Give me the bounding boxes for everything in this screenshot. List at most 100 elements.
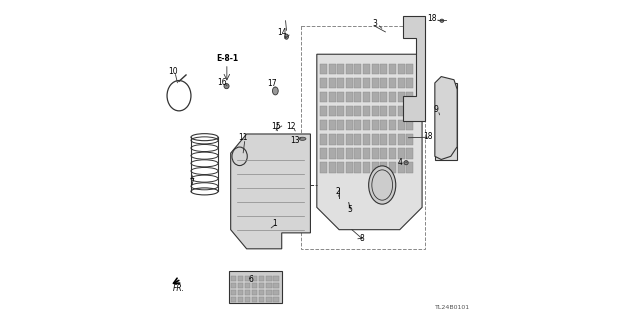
Text: 14: 14 xyxy=(278,28,287,37)
Ellipse shape xyxy=(440,19,444,22)
Bar xyxy=(372,134,379,145)
Ellipse shape xyxy=(404,161,408,165)
Bar xyxy=(380,134,387,145)
Bar xyxy=(406,148,413,159)
Bar xyxy=(230,276,236,281)
Text: 12: 12 xyxy=(286,122,296,130)
Bar xyxy=(237,290,243,295)
Bar xyxy=(237,276,243,281)
Text: FR.: FR. xyxy=(173,284,185,293)
Bar xyxy=(244,283,250,288)
Bar xyxy=(337,106,344,116)
Bar xyxy=(266,276,271,281)
Bar xyxy=(397,134,404,145)
Bar xyxy=(355,120,362,130)
Bar xyxy=(244,290,250,295)
Bar xyxy=(237,297,243,302)
Bar xyxy=(372,92,379,102)
Bar xyxy=(320,78,327,88)
Bar xyxy=(389,106,396,116)
Ellipse shape xyxy=(273,87,278,95)
Bar xyxy=(363,64,370,74)
Bar xyxy=(380,78,387,88)
Text: 11: 11 xyxy=(238,133,248,142)
Bar xyxy=(273,283,278,288)
Bar xyxy=(406,162,413,173)
Ellipse shape xyxy=(285,34,289,39)
Bar xyxy=(372,162,379,173)
Bar xyxy=(389,148,396,159)
Bar xyxy=(397,92,404,102)
Bar xyxy=(406,134,413,145)
Bar xyxy=(406,120,413,130)
Text: 2: 2 xyxy=(335,187,340,196)
Bar xyxy=(406,78,413,88)
Bar xyxy=(259,290,264,295)
Ellipse shape xyxy=(299,137,306,140)
Text: 6: 6 xyxy=(249,275,253,284)
Text: 8: 8 xyxy=(360,234,365,243)
Bar xyxy=(355,134,362,145)
Bar xyxy=(252,283,257,288)
Bar xyxy=(237,283,243,288)
Bar xyxy=(355,78,362,88)
Bar xyxy=(328,134,335,145)
Bar xyxy=(328,106,335,116)
Bar xyxy=(244,276,250,281)
Bar xyxy=(397,78,404,88)
Text: 9: 9 xyxy=(433,105,438,114)
Ellipse shape xyxy=(224,84,229,89)
Bar xyxy=(346,78,353,88)
Bar xyxy=(266,297,271,302)
Bar xyxy=(380,162,387,173)
Bar xyxy=(380,92,387,102)
Bar xyxy=(328,120,335,130)
Bar xyxy=(328,92,335,102)
Text: E-8-1: E-8-1 xyxy=(216,54,238,63)
Bar xyxy=(266,290,271,295)
Bar xyxy=(320,134,327,145)
Bar xyxy=(273,290,278,295)
Bar xyxy=(363,134,370,145)
Bar xyxy=(389,120,396,130)
Bar xyxy=(397,120,404,130)
Text: 7: 7 xyxy=(189,178,194,187)
Bar xyxy=(346,106,353,116)
Bar xyxy=(266,283,271,288)
Text: 4: 4 xyxy=(398,158,403,167)
Bar xyxy=(355,92,362,102)
Bar xyxy=(406,64,413,74)
Bar xyxy=(346,162,353,173)
Bar xyxy=(372,120,379,130)
Bar xyxy=(328,162,335,173)
Bar xyxy=(252,276,257,281)
Bar xyxy=(320,148,327,159)
Text: 16: 16 xyxy=(217,78,227,87)
Bar xyxy=(244,297,250,302)
Bar xyxy=(229,271,282,303)
Bar xyxy=(380,64,387,74)
Bar xyxy=(380,120,387,130)
Bar xyxy=(320,120,327,130)
Text: 5: 5 xyxy=(347,205,352,214)
Bar xyxy=(337,78,344,88)
Bar xyxy=(346,134,353,145)
Bar xyxy=(230,290,236,295)
Bar xyxy=(252,290,257,295)
Bar xyxy=(337,92,344,102)
Bar xyxy=(230,283,236,288)
Bar xyxy=(320,92,327,102)
Text: 10: 10 xyxy=(168,67,177,76)
Text: 18: 18 xyxy=(423,132,433,141)
Bar xyxy=(230,297,236,302)
Bar xyxy=(406,92,413,102)
Bar xyxy=(380,148,387,159)
Bar xyxy=(273,276,278,281)
Bar xyxy=(397,64,404,74)
Bar xyxy=(346,92,353,102)
Bar xyxy=(320,162,327,173)
Bar xyxy=(380,106,387,116)
Text: TL24B0101: TL24B0101 xyxy=(435,305,470,310)
Bar xyxy=(337,148,344,159)
Bar xyxy=(389,92,396,102)
